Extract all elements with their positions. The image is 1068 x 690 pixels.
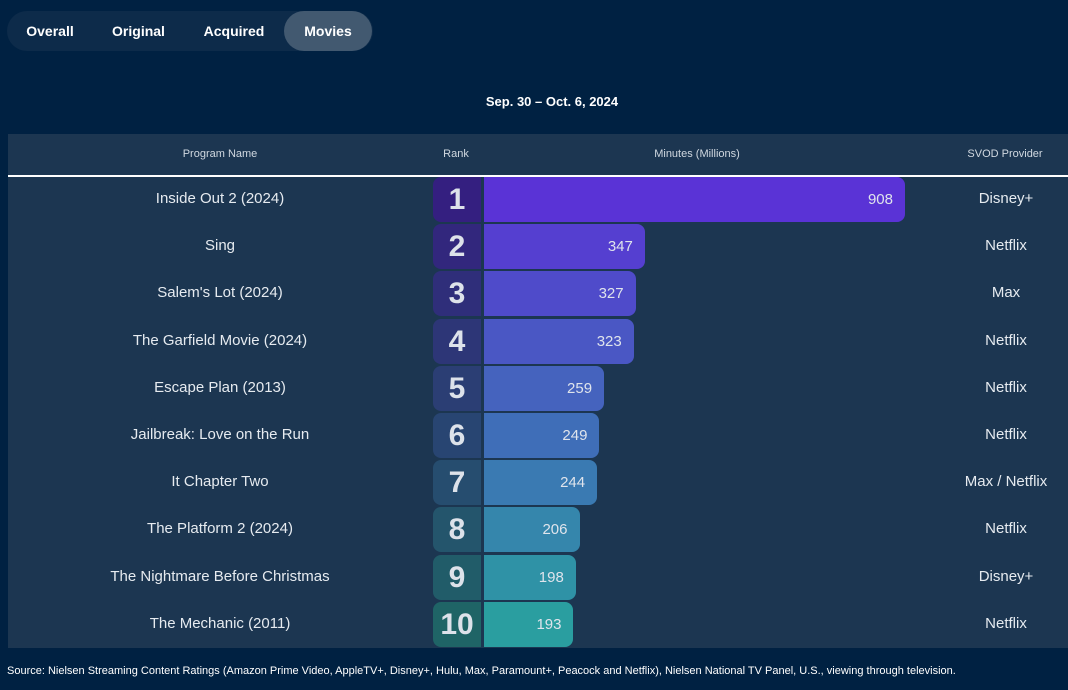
rank-badge: 1	[433, 177, 481, 222]
table-row: Inside Out 2 (2024) 1 908 Disney+	[8, 176, 1068, 223]
program-name: The Mechanic (2011)	[149, 614, 291, 632]
minutes-value: 249	[562, 427, 588, 444]
program-name: Sing	[204, 237, 236, 255]
minutes-bar: 327	[484, 271, 636, 317]
program-name: The Garfield Movie (2024)	[132, 331, 308, 349]
header-program-name: Program Name	[182, 148, 258, 160]
program-name: Inside Out 2 (2024)	[155, 190, 285, 207]
program-name: Escape Plan (2013)	[154, 378, 286, 396]
svod-provider: Netflix	[985, 237, 1027, 255]
minutes-bar: 193	[484, 601, 574, 647]
minutes-value: 198	[538, 568, 564, 586]
program-name: It Chapter Two	[171, 473, 269, 491]
header-svod-provider: SVOD Provider	[967, 148, 1043, 160]
minutes-value: 206	[542, 521, 568, 539]
category-tabs: Overall Original Acquired Movies	[7, 11, 373, 51]
minutes-bar: 908	[484, 177, 905, 222]
table-row: Escape Plan (2013) 5 259 Netflix	[8, 365, 1068, 412]
table-header: Program Name Rank Minutes (Millions) SVO…	[8, 134, 1068, 177]
table-row: The Nightmare Before Christmas 9 198 Disney…	[8, 554, 1068, 601]
table-row: The Mechanic (2011) 10 193 Netflix	[8, 601, 1068, 648]
rank-badge: 3	[433, 271, 481, 317]
minutes-value: 908	[867, 191, 893, 208]
minutes-bar: 323	[484, 318, 634, 364]
program-name: The Nightmare Before Christmas	[110, 567, 330, 585]
svod-provider: Netflix	[985, 331, 1027, 349]
svod-provider: Disney+	[978, 190, 1034, 207]
rank-badge: 10	[433, 601, 481, 647]
minutes-bar: 249	[484, 413, 600, 458]
rank-badge: 2	[433, 224, 481, 270]
rank-badge: 4	[433, 318, 481, 364]
rank-badge: 9	[433, 554, 481, 600]
ranking-table: Program Name Rank Minutes (Millions) SVO…	[8, 134, 1068, 648]
tab-acquired[interactable]: Acquired	[203, 23, 265, 39]
tab-movies[interactable]: Movies	[284, 11, 372, 51]
svod-provider: Netflix	[985, 520, 1027, 538]
rank-badge: 7	[433, 460, 481, 506]
svod-provider: Max	[991, 284, 1021, 302]
minutes-bar: 198	[484, 554, 576, 600]
rank-badge: 6	[433, 413, 481, 458]
svod-provider: Max / Netflix	[964, 473, 1048, 491]
tab-original[interactable]: Original	[112, 23, 165, 39]
table-row: Sing 2 347 Netflix	[8, 223, 1068, 270]
table-row: It Chapter Two 7 244 Max / Netflix	[8, 459, 1068, 506]
minutes-bar: 347	[484, 224, 645, 270]
minutes-value: 244	[560, 474, 586, 492]
tab-overall[interactable]: Overall	[26, 23, 74, 39]
rank-badge: 8	[433, 507, 481, 553]
minutes-value: 347	[607, 238, 633, 256]
header-rank: Rank	[443, 148, 469, 160]
minutes-value: 327	[598, 285, 624, 303]
source-note: Source: Nielsen Streaming Content Rating…	[7, 665, 956, 677]
minutes-value: 323	[596, 332, 622, 350]
rank-badge: 5	[433, 365, 481, 411]
table-row: Salem's Lot (2024) 3 327 Max	[8, 270, 1068, 317]
table-row: The Platform 2 (2024) 8 206 Netflix	[8, 506, 1068, 553]
svod-provider: Netflix	[985, 426, 1027, 443]
minutes-value: 193	[536, 615, 562, 633]
minutes-bar: 206	[484, 507, 580, 553]
svod-provider: Netflix	[985, 378, 1027, 396]
table-row: Jailbreak: Love on the Run 6 249 Netflix	[8, 412, 1068, 459]
svod-provider: Disney+	[978, 567, 1034, 585]
minutes-value: 259	[567, 379, 593, 397]
program-name: Salem's Lot (2024)	[157, 284, 283, 302]
program-name: Jailbreak: Love on the Run	[130, 426, 310, 443]
table-row: The Garfield Movie (2024) 4 323 Netflix	[8, 318, 1068, 365]
header-minutes: Minutes (Millions)	[654, 148, 740, 160]
program-name: The Platform 2 (2024)	[147, 520, 293, 538]
minutes-bar: 244	[484, 460, 598, 506]
date-range: Sep. 30 – Oct. 6, 2024	[485, 94, 619, 109]
svod-provider: Netflix	[985, 614, 1027, 632]
minutes-bar: 259	[484, 365, 605, 411]
